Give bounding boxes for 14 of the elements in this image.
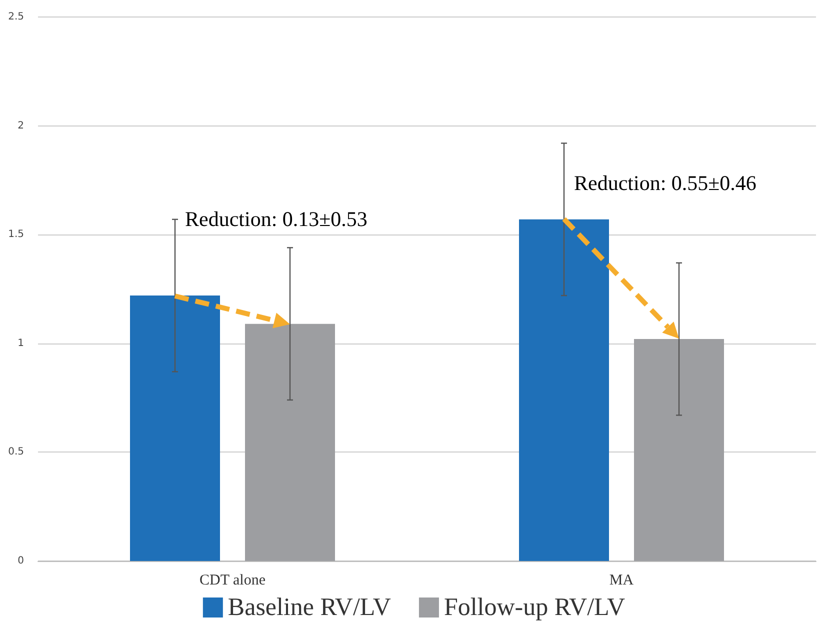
x-tick-label: CDT alone bbox=[200, 572, 266, 588]
y-tick-label: 0.5 bbox=[8, 446, 24, 458]
annotation: Reduction: 0.55±0.46 bbox=[574, 171, 756, 196]
legend-label: Follow-up RV/LV bbox=[444, 594, 626, 621]
bar bbox=[245, 324, 335, 561]
bar bbox=[634, 339, 724, 561]
x-tick-label: MA bbox=[609, 572, 634, 588]
y-tick-label: 0 bbox=[18, 556, 24, 566]
y-tick-label: 1 bbox=[18, 338, 24, 349]
legend-label: Baseline RV/LV bbox=[228, 594, 391, 621]
y-tick-label: 1.5 bbox=[8, 229, 24, 240]
y-tick-label: 2.5 bbox=[8, 12, 24, 22]
y-tick-label: 2 bbox=[18, 120, 24, 132]
annotation: Reduction: 0.13±0.53 bbox=[185, 207, 368, 232]
